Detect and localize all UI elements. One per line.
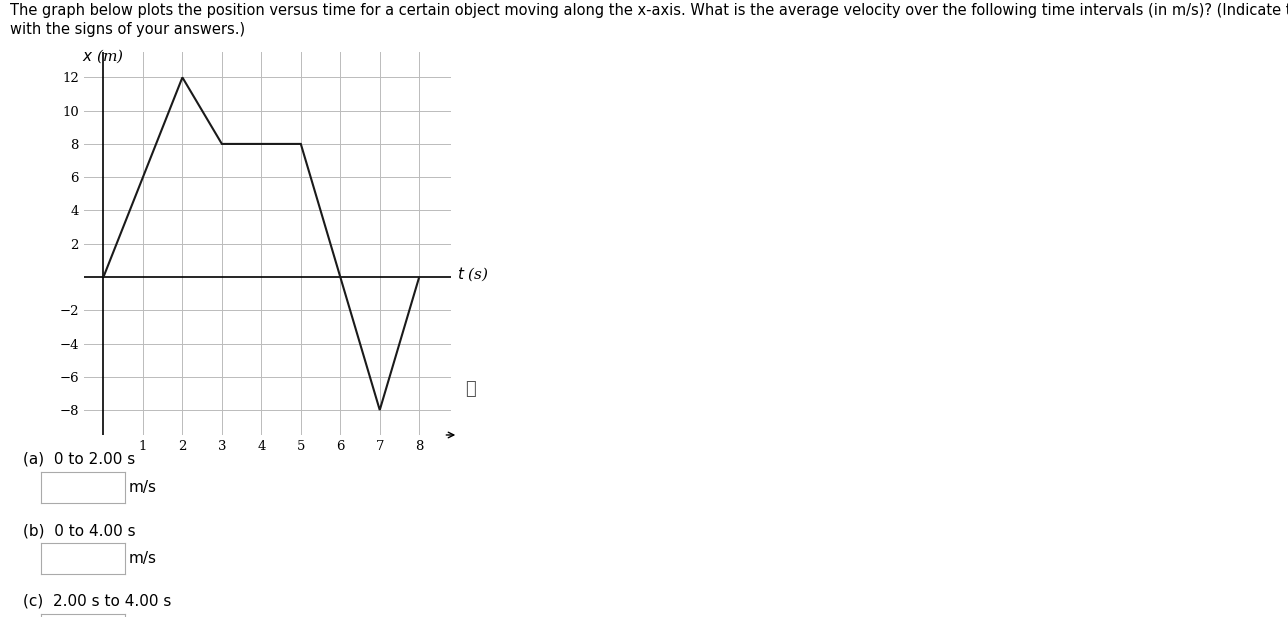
Text: (b)  0 to 4.00 s: (b) 0 to 4.00 s	[23, 523, 135, 538]
Text: m/s: m/s	[129, 480, 157, 495]
Text: with the signs of your answers.): with the signs of your answers.)	[10, 22, 246, 37]
Text: (c)  2.00 s to 4.00 s: (c) 2.00 s to 4.00 s	[23, 594, 171, 608]
Text: m/s: m/s	[129, 551, 157, 566]
Text: The graph below plots the position versus time for a certain object moving along: The graph below plots the position versu…	[10, 3, 1288, 18]
Text: $x$ (m): $x$ (m)	[81, 48, 124, 65]
Text: (a)  0 to 2.00 s: (a) 0 to 2.00 s	[23, 452, 135, 466]
Text: $t$ (s): $t$ (s)	[457, 265, 488, 283]
Text: ⓘ: ⓘ	[465, 379, 475, 398]
